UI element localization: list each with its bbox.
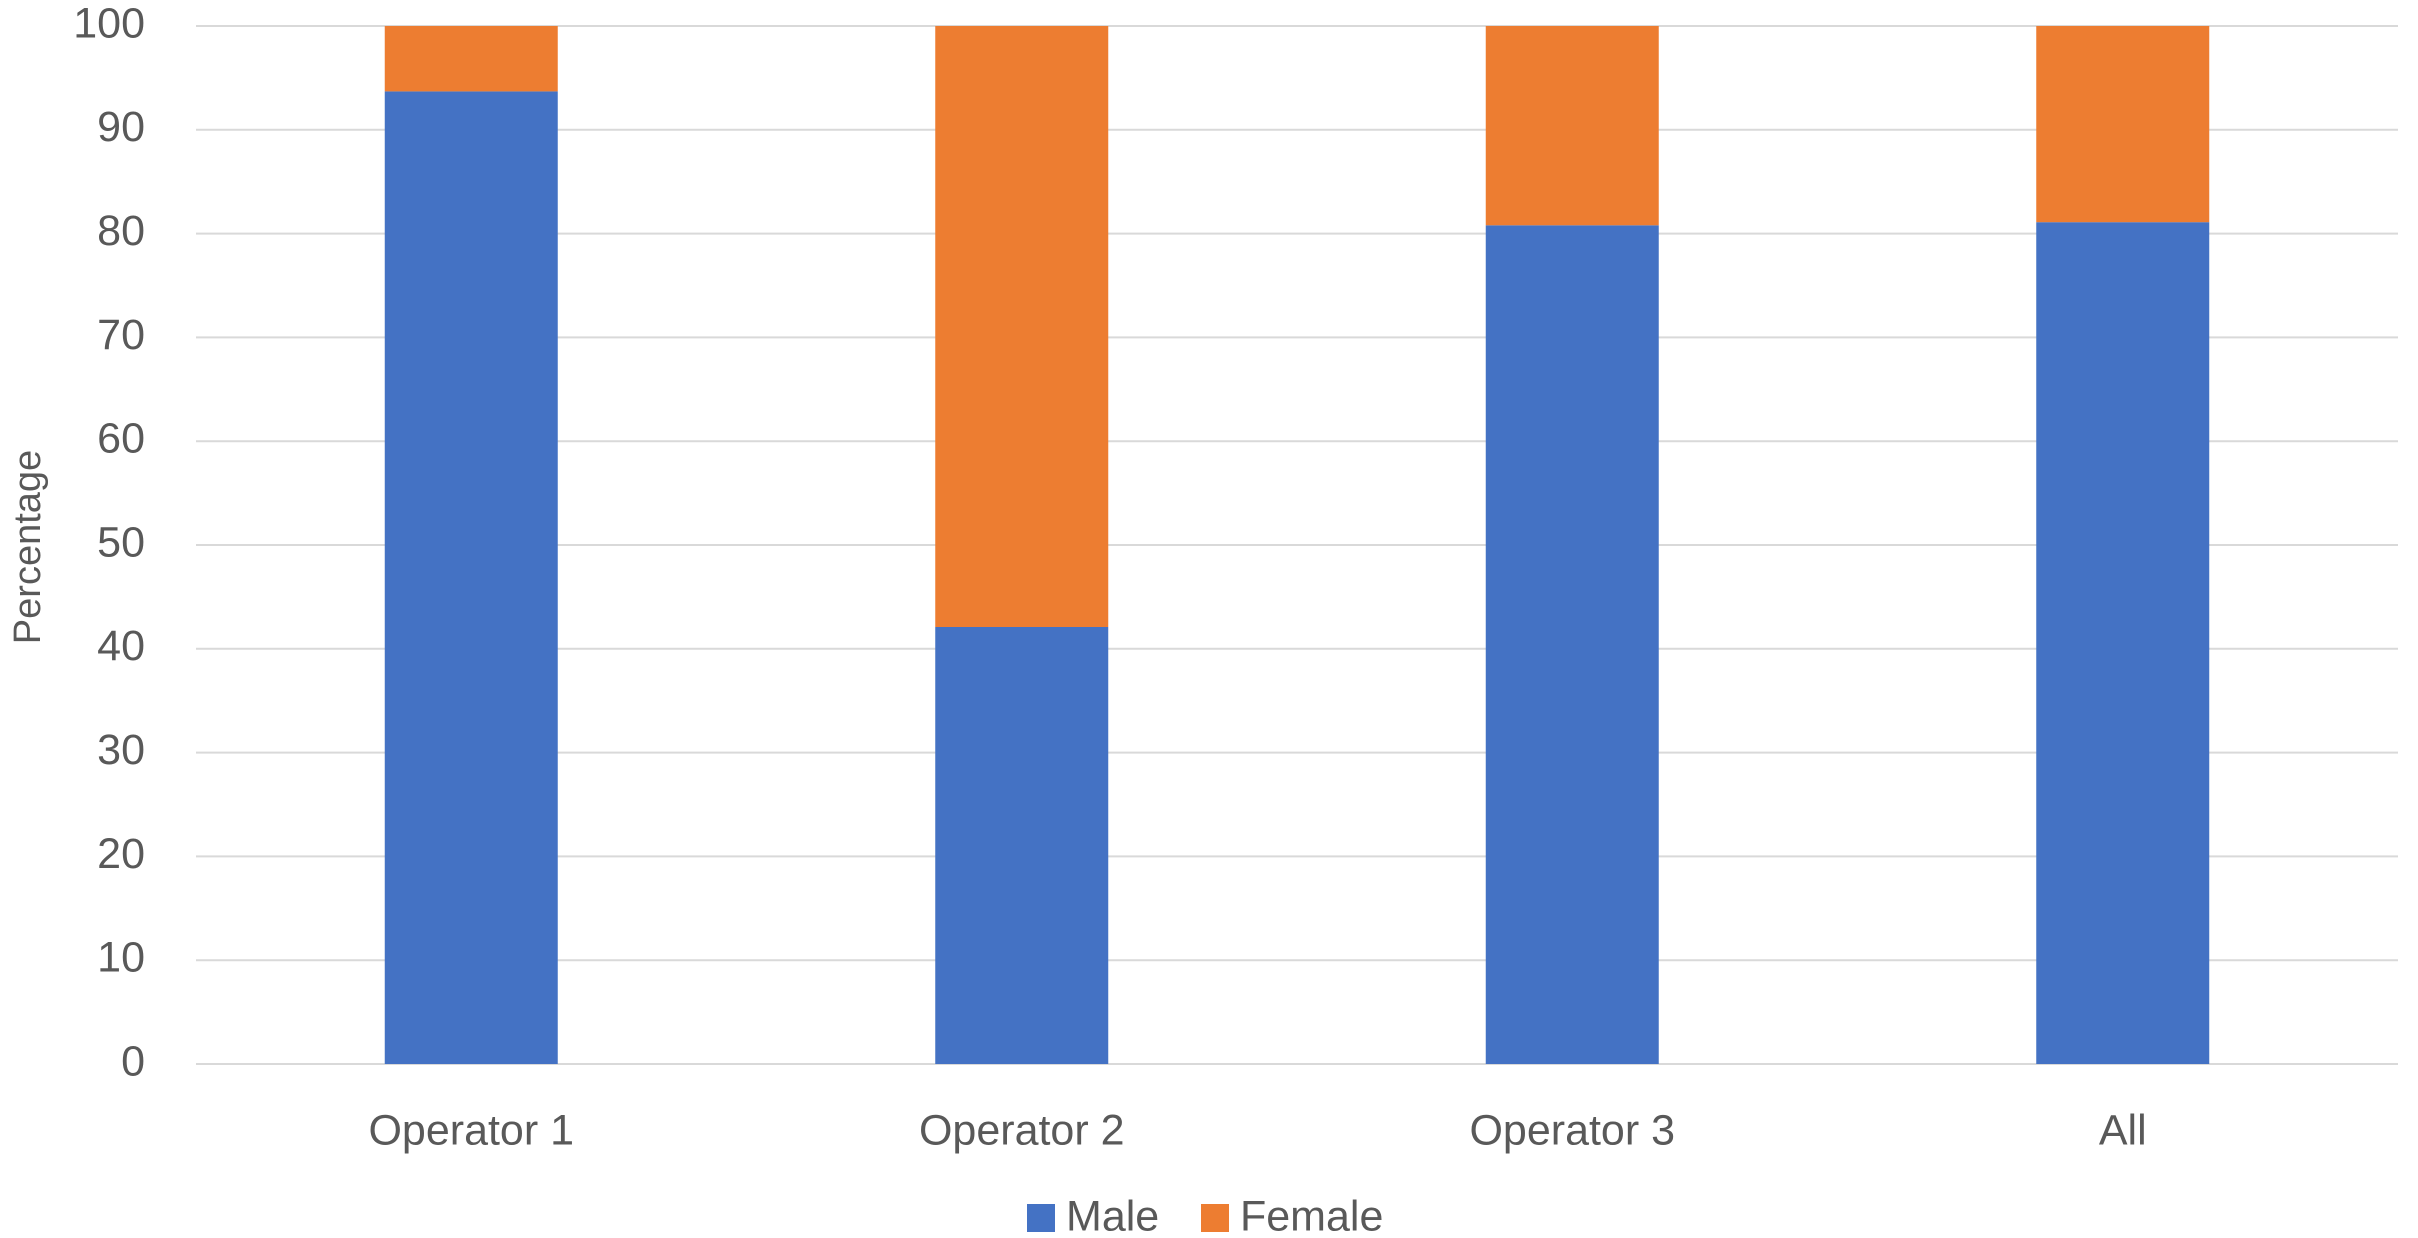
bar-segment bbox=[2036, 26, 2210, 223]
bar-segment bbox=[1485, 26, 1659, 226]
legend-label: Female bbox=[1240, 1192, 1383, 1238]
x-tick-label: Operator 3 bbox=[1469, 1106, 1675, 1154]
bar-segment bbox=[384, 91, 558, 1065]
y-tick-label: 30 bbox=[97, 726, 145, 774]
x-tick-label: Operator 1 bbox=[368, 1106, 574, 1154]
legend-label: Male bbox=[1066, 1192, 1159, 1238]
bar-segment bbox=[384, 26, 558, 92]
bar-segment bbox=[935, 627, 1109, 1064]
legend-swatch bbox=[1201, 1204, 1229, 1232]
bar-segment bbox=[935, 26, 1109, 628]
y-tick-label: 90 bbox=[97, 103, 145, 151]
legend-swatch bbox=[1027, 1204, 1055, 1232]
y-tick-label: 70 bbox=[97, 311, 145, 359]
y-tick-label: 80 bbox=[97, 207, 145, 255]
x-tick-label: All bbox=[2099, 1106, 2147, 1154]
y-tick-label: 40 bbox=[97, 622, 145, 670]
x-tick-label: Operator 2 bbox=[919, 1106, 1125, 1154]
bar-segment bbox=[1485, 225, 1659, 1064]
y-tick-label: 0 bbox=[121, 1037, 145, 1085]
y-tick-label: 20 bbox=[97, 830, 145, 878]
y-tick-label: 10 bbox=[97, 934, 145, 982]
y-axis-label: Percentage bbox=[7, 450, 49, 644]
y-tick-label: 60 bbox=[97, 415, 145, 463]
y-tick-label: 100 bbox=[73, 0, 145, 47]
bar-segment bbox=[2036, 222, 2210, 1064]
y-tick-label: 50 bbox=[97, 518, 145, 566]
